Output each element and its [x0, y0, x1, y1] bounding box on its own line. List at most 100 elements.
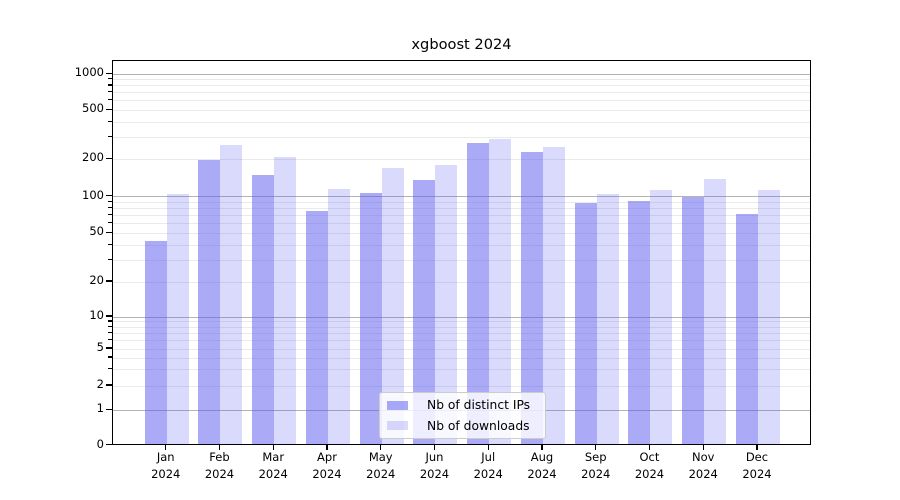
legend-item-downloads: Nb of downloads	[387, 416, 537, 437]
x-tick-label-jul: Jul 2024	[473, 450, 503, 481]
gridline-minor-700	[113, 92, 810, 94]
y-minortick-7	[108, 331, 112, 334]
gridline-minor-7	[113, 332, 810, 334]
gridline-minor-8	[113, 326, 810, 328]
bar-nb-of-downloads-jul	[489, 139, 512, 444]
x-tick-label-jan: Jan 2024	[151, 450, 181, 481]
gridline-minor-3	[113, 369, 810, 371]
bar-nb-of-distinct-ips-sep	[574, 202, 597, 444]
x-tick-mar	[272, 444, 274, 450]
y-tick-2	[105, 384, 112, 386]
y-tick-label-20: 20	[89, 273, 104, 287]
x-tick-label-feb: Feb 2024	[204, 450, 235, 481]
x-tick-jun	[433, 444, 436, 450]
bar-nb-of-downloads-oct	[650, 190, 673, 444]
x-tick-label-sep: Sep 2024	[581, 450, 611, 481]
legend-item-distinct-ips: Nb of distinct IPs	[387, 395, 537, 416]
bar-nb-of-distinct-ips-dec	[735, 214, 758, 444]
y-minortick-600	[108, 99, 112, 101]
y-tick-label-50: 50	[89, 224, 104, 239]
legend: Nb of distinct IPs Nb of downloads	[379, 392, 546, 439]
x-tick-dec	[756, 444, 758, 450]
y-tick-0	[105, 443, 112, 446]
y-minortick-6	[108, 338, 112, 341]
bar-nb-of-downloads-dec	[757, 190, 780, 444]
y-tick-1	[105, 408, 112, 410]
gridline-minor-20	[113, 281, 810, 283]
bar-nb-of-downloads-nov	[704, 178, 727, 444]
bar-nb-of-downloads-jan	[166, 194, 189, 444]
gridline-major-100	[113, 196, 810, 198]
y-tick-label-1000: 1000	[74, 65, 104, 80]
y-tick-20	[105, 280, 112, 282]
y-tick-200	[105, 157, 112, 159]
x-tick-jan	[165, 444, 167, 450]
bar-nb-of-distinct-ips-nov	[682, 196, 705, 444]
bar-nb-of-downloads-sep	[596, 193, 619, 444]
legend-swatch-downloads	[387, 421, 408, 431]
bar-nb-of-distinct-ips-feb	[198, 160, 221, 444]
x-tick-label-dec: Dec 2024	[742, 450, 772, 481]
y-minortick-40	[108, 243, 112, 245]
x-tick-label-mar: Mar 2024	[258, 450, 288, 481]
bar-nb-of-distinct-ips-apr	[305, 211, 328, 444]
y-tick-5	[105, 347, 112, 349]
legend-label-downloads: Nb of downloads	[427, 418, 530, 433]
x-tick-feb	[218, 444, 221, 450]
gridline-minor-2	[113, 385, 810, 387]
gridline-minor-400	[113, 121, 810, 123]
y-tick-500	[105, 108, 112, 110]
gridline-minor-80	[113, 207, 810, 209]
y-minortick-90	[108, 200, 112, 202]
gridline-minor-500	[113, 109, 810, 111]
bar-nb-of-downloads-jun	[435, 165, 458, 444]
y-minortick-80	[108, 206, 112, 209]
y-tick-label-0: 0	[96, 436, 104, 451]
x-tick-label-aug: Aug 2024	[527, 450, 557, 481]
y-minortick-700	[108, 91, 112, 93]
x-tick-aug	[541, 444, 543, 450]
legend-swatch-distinct-ips	[387, 400, 408, 410]
x-tick-label-jun: Jun 2024	[419, 450, 450, 481]
x-tick-label-may: May 2024	[366, 450, 396, 481]
bar-nb-of-distinct-ips-may	[359, 192, 382, 444]
gridline-minor-5	[113, 348, 810, 350]
bar-nb-of-downloads-apr	[327, 189, 350, 444]
gridline-major-10	[113, 316, 810, 318]
bar-nb-of-distinct-ips-jun	[413, 179, 436, 444]
x-tick-label-apr: Apr 2024	[312, 450, 342, 481]
y-tick-label-5: 5	[96, 340, 104, 354]
bar-nb-of-distinct-ips-mar	[252, 175, 275, 444]
x-tick-label-nov: Nov 2024	[688, 450, 718, 481]
gridline-minor-50	[113, 232, 810, 234]
bar-nb-of-distinct-ips-oct	[628, 201, 651, 444]
gridline-minor-800	[113, 85, 810, 87]
gridline-minor-4	[113, 357, 810, 359]
y-minortick-70	[108, 213, 112, 216]
gridline-minor-60	[113, 223, 810, 225]
y-tick-1000	[105, 72, 112, 74]
y-tick-label-10: 10	[89, 308, 104, 322]
gridline-minor-600	[113, 100, 810, 102]
y-minortick-4	[108, 356, 112, 358]
gridline-minor-900	[113, 79, 810, 81]
gridline-minor-9	[113, 321, 810, 323]
y-minortick-60	[108, 222, 112, 224]
y-tick-50	[105, 231, 112, 233]
gridline-minor-6	[113, 340, 810, 342]
y-tick-10	[105, 315, 112, 317]
y-tick-100	[105, 195, 112, 197]
plot-area	[112, 60, 811, 445]
gridline-minor-30	[113, 259, 810, 261]
bar-nb-of-distinct-ips-aug	[520, 151, 543, 444]
x-tick-oct	[648, 444, 651, 450]
bar-nb-of-downloads-may	[381, 168, 404, 444]
y-minortick-400	[108, 120, 112, 122]
gridline-minor-90	[113, 201, 810, 203]
x-tick-sep	[595, 444, 597, 450]
x-tick-may	[380, 444, 382, 450]
gridline-minor-200	[113, 158, 810, 160]
gridline-major-1000	[113, 73, 810, 75]
gridline-minor-70	[113, 215, 810, 217]
y-tick-label-500: 500	[82, 101, 104, 116]
